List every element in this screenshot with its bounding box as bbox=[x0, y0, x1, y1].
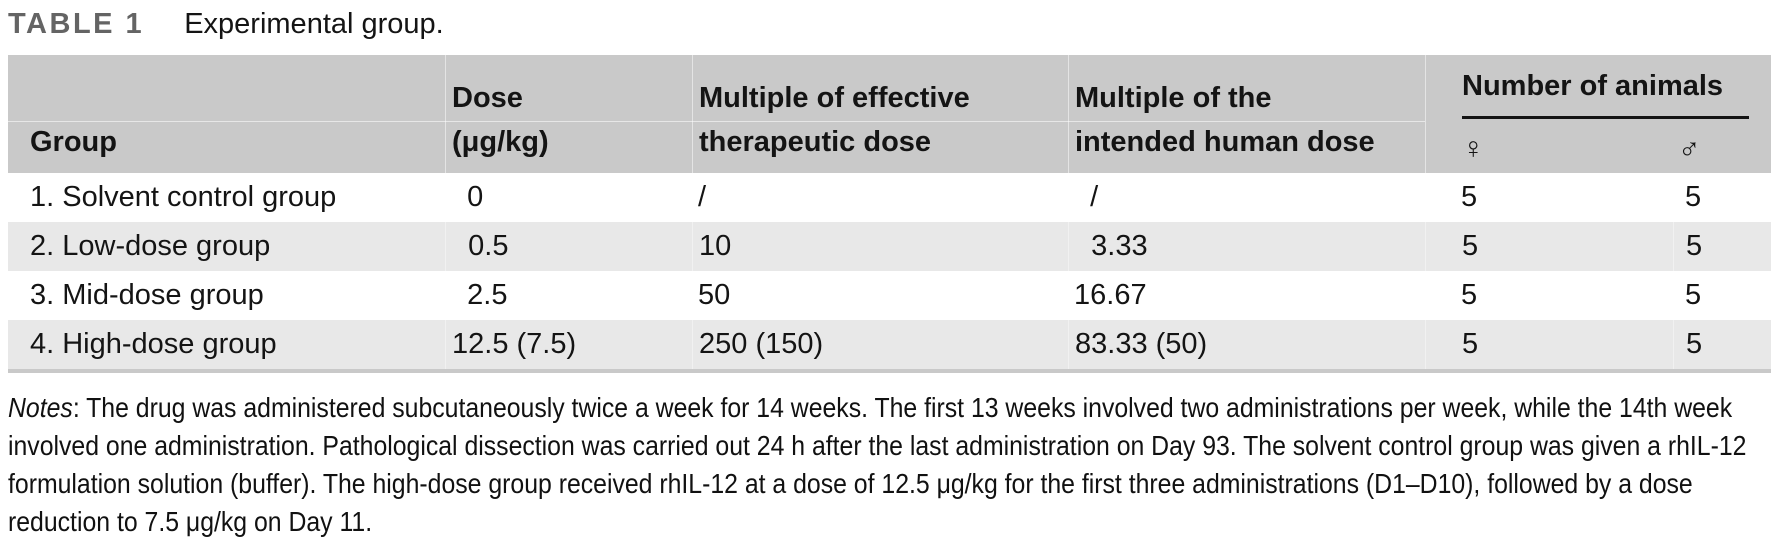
table-number-label: TABLE 1 bbox=[8, 8, 145, 40]
female-icon: ♀ bbox=[1462, 132, 1485, 165]
header-cell-effective-dose-multiple: Multiple of effective therapeutic dose bbox=[692, 55, 1068, 173]
header-cell-group: Group bbox=[8, 55, 445, 173]
cell-female-count: 5 bbox=[1461, 279, 1478, 311]
cell-dose: 2.5 bbox=[451, 279, 508, 311]
cell-female-count: 5 bbox=[1425, 320, 1673, 369]
header-cell-number-of-animals: Number of animals ♀ ♂ bbox=[1425, 55, 1771, 173]
table-row: 2. Low-dose group 0.5 10 3.33 5 5 bbox=[8, 222, 1771, 271]
cell-human-multiple: 83.33 (50) bbox=[1068, 320, 1425, 369]
cell-group: 1. Solvent control group bbox=[30, 181, 337, 213]
table-row: 1. Solvent control group 0 / / 5 5 bbox=[8, 173, 1771, 222]
header-dose-line1: Dose bbox=[452, 82, 523, 114]
cell-group: 2. Low-dose group bbox=[30, 230, 271, 262]
experimental-group-table: Group Dose (μg/kg) Multiple of effective… bbox=[8, 55, 1771, 373]
cell-effective-multiple: / bbox=[698, 181, 707, 213]
cell-male-count: 5 bbox=[1685, 181, 1702, 213]
table-title-bar: TABLE 1 Experimental group. bbox=[8, 8, 1780, 42]
header-human-line2: intended human dose bbox=[1075, 126, 1375, 158]
cell-effective-multiple: 250 (150) bbox=[692, 320, 1068, 369]
table-notes: Notes: The drug was administered subcuta… bbox=[8, 389, 1771, 541]
cell-dose: 0 bbox=[451, 181, 484, 213]
cell-human-multiple: 3.33 bbox=[1068, 222, 1425, 271]
cell-female-count: 5 bbox=[1425, 222, 1673, 271]
cell-female-count: 5 bbox=[1461, 181, 1478, 213]
cell-male-count: 5 bbox=[1673, 320, 1771, 369]
cell-human-multiple: / bbox=[1074, 181, 1099, 213]
male-icon: ♂ bbox=[1678, 132, 1701, 165]
header-cell-human-dose-multiple: Multiple of the intended human dose bbox=[1068, 55, 1425, 173]
notes-text: : The drug was administered subcutaneous… bbox=[8, 392, 1747, 537]
header-group-label: Group bbox=[30, 126, 117, 158]
cell-effective-multiple: 10 bbox=[692, 222, 1068, 271]
sex-subheader-row: ♀ ♂ bbox=[1462, 119, 1771, 164]
table-header-row: Group Dose (μg/kg) Multiple of effective… bbox=[8, 55, 1771, 173]
table-row: 3. Mid-dose group 2.5 50 16.67 5 5 bbox=[8, 271, 1771, 320]
cell-dose: 12.5 (7.5) bbox=[445, 320, 692, 369]
cell-male-count: 5 bbox=[1685, 279, 1702, 311]
table-caption: Experimental group. bbox=[184, 8, 444, 40]
cell-male-count: 5 bbox=[1673, 222, 1771, 271]
number-of-animals-label: Number of animals bbox=[1462, 70, 1724, 102]
header-dose-line2: (μg/kg) bbox=[452, 126, 549, 158]
header-effective-line2: therapeutic dose bbox=[699, 126, 932, 158]
cell-group: 4. High-dose group bbox=[30, 328, 277, 360]
cell-effective-multiple: 50 bbox=[698, 279, 731, 311]
cell-group: 3. Mid-dose group bbox=[30, 279, 264, 311]
cell-dose: 0.5 bbox=[445, 222, 692, 271]
table-bottom-rule bbox=[8, 369, 1771, 373]
header-effective-line1: Multiple of effective bbox=[699, 82, 970, 114]
header-cell-dose: Dose (μg/kg) bbox=[445, 55, 692, 173]
number-of-animals-underline bbox=[1462, 116, 1749, 119]
notes-label: Notes bbox=[8, 392, 73, 423]
header-human-line1: Multiple of the bbox=[1075, 82, 1272, 114]
table-row: 4. High-dose group 12.5 (7.5) 250 (150) … bbox=[8, 320, 1771, 369]
cell-human-multiple: 16.67 bbox=[1074, 279, 1147, 311]
